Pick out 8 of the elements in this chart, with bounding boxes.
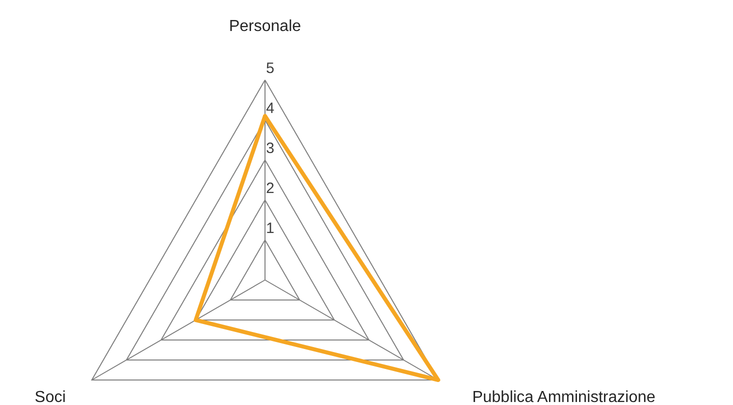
- y-tick-label: 2: [266, 180, 274, 197]
- y-tick-label: 5: [266, 60, 274, 77]
- spoke-label: Personale: [228, 18, 302, 35]
- y-tick-label: 4: [266, 100, 274, 117]
- spoke-label: Pubblica Amministrazione: [472, 389, 656, 405]
- y-tick-label: 1: [266, 220, 274, 237]
- y-tick-label: 3: [266, 140, 274, 157]
- spoke-label: Soci: [34, 389, 66, 405]
